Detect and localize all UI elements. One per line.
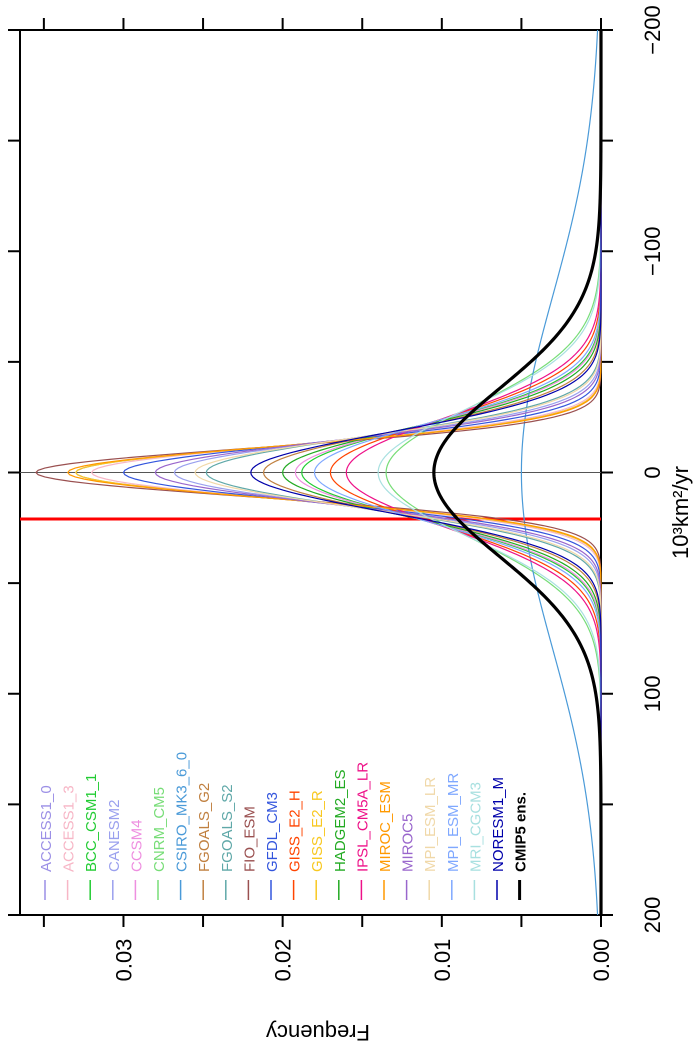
y-tick-label: 0.03 xyxy=(111,939,136,982)
legend-label: CCSM4 xyxy=(128,819,145,872)
x-tick-label: 100 xyxy=(640,675,665,712)
x-axis-title: 10³km²/yr xyxy=(668,466,693,559)
legend-label: ACCESS1_0 xyxy=(38,785,55,872)
legend-label: CMIP5 ens. xyxy=(513,792,530,872)
x-tick-label: 200 xyxy=(640,897,665,934)
legend-label: HADGEM2_ES xyxy=(332,769,349,872)
legend-label: CNRM_CM5 xyxy=(151,787,168,872)
y-tick-label: 0.02 xyxy=(271,939,296,982)
legend-label: GISS_E2_H xyxy=(287,790,304,872)
legend-label: BCC_CSM1_1 xyxy=(83,774,100,872)
legend-label: IPSL_CM5A_LR xyxy=(354,762,371,872)
x-tick-label: 0 xyxy=(640,466,665,478)
y-tick-label: 0.00 xyxy=(589,939,614,982)
x-tick-label: −100 xyxy=(640,226,665,276)
series-line-csiro-mk3-6-0 xyxy=(520,29,599,916)
legend-label: GISS_E2_R xyxy=(309,790,326,872)
legend-label: MPI_ESM_LR xyxy=(422,777,439,872)
y-axis-title: Frequency xyxy=(266,1020,370,1045)
legend-label: CANESM2 xyxy=(106,799,123,872)
series-line-cmip5-ens- xyxy=(432,30,603,915)
legend-label: CSIRO_MK3_6_0 xyxy=(174,752,191,872)
legend-label: NORESM1_M xyxy=(490,777,507,872)
legend-label: MIROC_ESM xyxy=(377,781,394,872)
x-tick-label: −200 xyxy=(640,5,665,55)
plot-area: −200 −100 0 100 200 0.00 0.01 0.02 0.03 10³km²/yr… xyxy=(8,5,693,1045)
legend-label: FIO_ESM xyxy=(241,806,258,872)
legend-label: FGOALS_G2 xyxy=(196,783,213,872)
legend-label: GFDL_CM3 xyxy=(264,792,281,872)
legend-label: MIROC5 xyxy=(400,814,417,872)
legend-label: FGOALS_S2 xyxy=(219,784,236,872)
legend-label: ACCESS1_3 xyxy=(61,785,78,872)
legend-label: MRI_CGCM3 xyxy=(467,782,484,872)
legend-label: MPI_ESM_MR xyxy=(445,773,462,872)
y-tick-label: 0.01 xyxy=(430,939,455,982)
